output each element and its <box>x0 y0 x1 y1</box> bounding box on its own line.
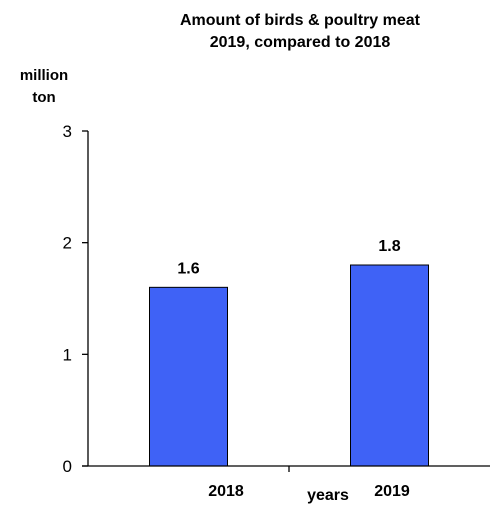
y-tick-label: 1 <box>63 345 72 364</box>
x-axis-label: years <box>307 487 349 504</box>
data-label-2018: 1.6 <box>177 260 199 277</box>
y-tick-label: 0 <box>63 457 72 476</box>
chart-title-line1: Amount of birds & poultry meat <box>180 12 421 29</box>
bars <box>149 264 429 467</box>
y-tick-label: 3 <box>63 122 72 141</box>
chart-title-line2: 2019, compared to 2018 <box>210 34 391 51</box>
bar-2019 <box>350 264 429 467</box>
y-axis-label-line1: million <box>20 67 68 84</box>
y-tick-label: 2 <box>63 234 72 253</box>
data-labels: 1.6 1.8 <box>177 238 400 277</box>
y-axis-label-line2: ton <box>32 89 55 106</box>
bar-2018 <box>149 286 228 467</box>
x-category-label-2018: 2018 <box>208 483 244 500</box>
x-axis-categories: 2018 2019 <box>208 483 410 500</box>
data-label-2019: 1.8 <box>378 238 400 255</box>
y-axis-ticks: 0 1 2 3 <box>63 122 290 476</box>
x-category-label-2019: 2019 <box>374 483 410 500</box>
